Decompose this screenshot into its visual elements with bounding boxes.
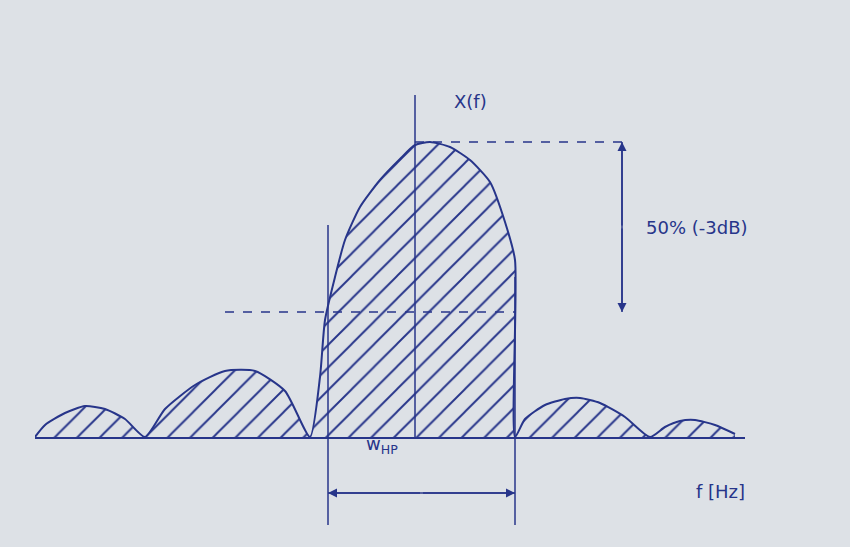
svg-text:X(f): X(f) — [454, 91, 487, 112]
svg-text:50% (-3dB): 50% (-3dB) — [646, 217, 748, 238]
svg-text:f [Hz]: f [Hz] — [696, 481, 745, 502]
svg-text:w​HP​: w​HP​ — [366, 433, 398, 457]
